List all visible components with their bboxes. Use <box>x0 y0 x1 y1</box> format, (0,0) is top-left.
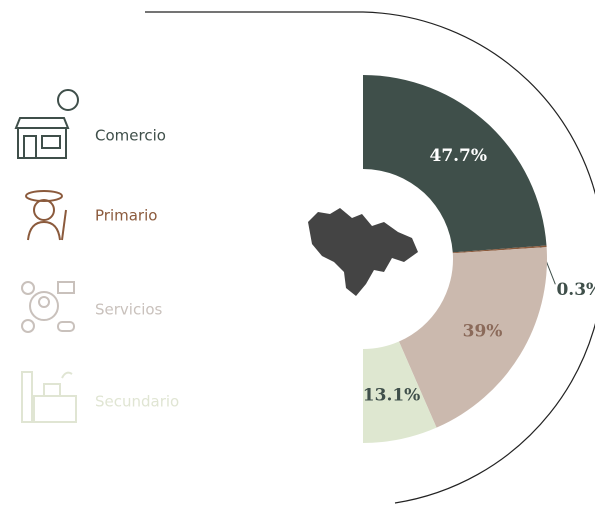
icon-servicios <box>21 281 75 333</box>
legend-label: Secundario <box>95 393 179 411</box>
slice <box>398 247 547 428</box>
map-silhouette <box>308 208 418 296</box>
slice <box>452 245 547 254</box>
icon-secundario <box>21 371 77 423</box>
slice <box>363 341 437 443</box>
legend-label: Comercio <box>95 127 166 145</box>
slice <box>363 75 547 253</box>
frame-arc <box>145 11 595 504</box>
value-label: 0.3% <box>556 280 595 300</box>
value-label: 39% <box>463 321 503 341</box>
legend-label: Primario <box>95 207 157 225</box>
icon-primario <box>25 190 67 241</box>
value-label: 47.7% <box>429 146 487 166</box>
value-label: 13.1% <box>363 386 421 406</box>
icon-comercio <box>14 89 79 159</box>
legend-label: Servicios <box>95 301 163 319</box>
